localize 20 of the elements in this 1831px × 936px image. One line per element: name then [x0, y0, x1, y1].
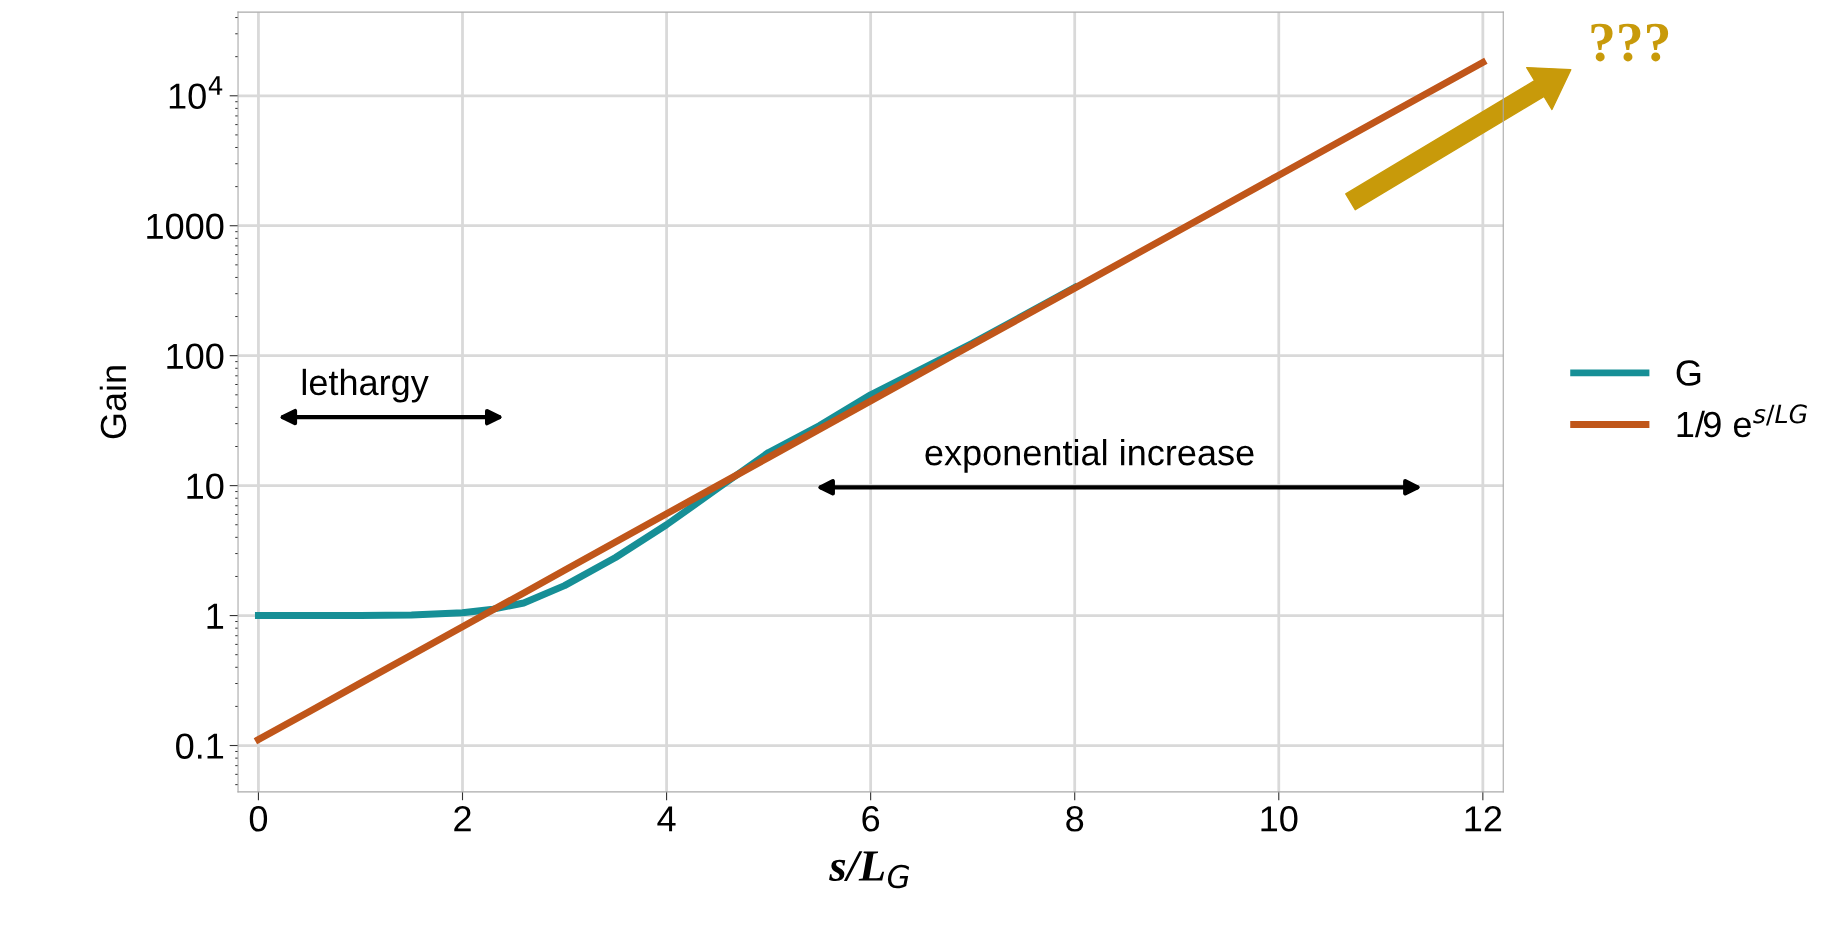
- y-tick-label: 10$^{4}$: [169, 76, 223, 109]
- x-tick-label: 0: [249, 806, 268, 832]
- x-tick-label: 2: [454, 806, 471, 832]
- legend-label: 1/9 e$^{s/LG}$: [1677, 404, 1807, 438]
- x-tick-label: 10: [1261, 806, 1298, 832]
- y-tick-label: 10: [187, 473, 224, 500]
- legend-label: G: [1676, 360, 1701, 386]
- annotation: lethargy: [302, 368, 429, 403]
- x-tick-label: 8: [1066, 806, 1084, 832]
- x-tick-label: 6: [862, 806, 880, 832]
- y-axis-title: Gain: [99, 366, 127, 439]
- annotation: exponential increase: [925, 438, 1254, 473]
- x-axis-title: s/L$_{G}$: [829, 851, 910, 889]
- y-tick-label: 0.1: [176, 733, 224, 759]
- x-tick-label: 4: [657, 806, 676, 832]
- text: ???: [1591, 23, 1669, 62]
- y-tick-label: 100: [167, 343, 224, 370]
- y-tick-label: 1: [207, 603, 224, 629]
- y-tick-label: 1000: [147, 213, 224, 240]
- x-tick-label: 12: [1465, 806, 1502, 832]
